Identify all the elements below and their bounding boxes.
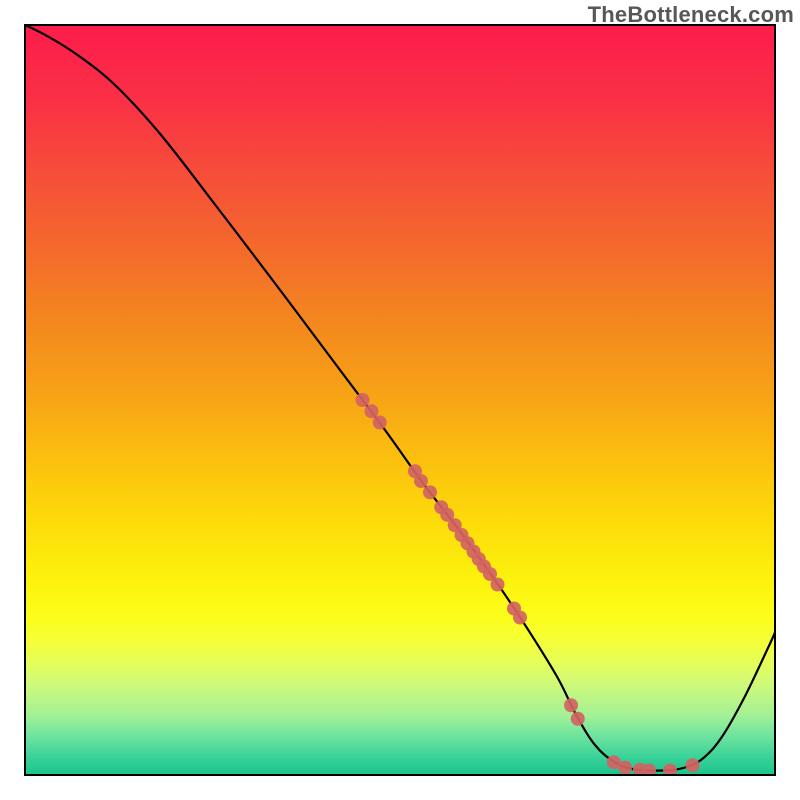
data-marker — [373, 416, 387, 430]
data-marker — [618, 761, 632, 775]
bottleneck-chart — [0, 0, 800, 800]
attribution-text: TheBottleneck.com — [588, 2, 794, 28]
data-marker — [686, 758, 700, 772]
data-marker — [564, 698, 578, 712]
chart-background — [25, 25, 775, 775]
data-marker — [423, 485, 437, 499]
data-marker — [513, 611, 527, 625]
data-marker — [414, 474, 428, 488]
data-marker — [365, 404, 379, 418]
data-marker — [356, 393, 370, 407]
data-marker — [491, 578, 505, 592]
data-marker — [571, 712, 585, 726]
